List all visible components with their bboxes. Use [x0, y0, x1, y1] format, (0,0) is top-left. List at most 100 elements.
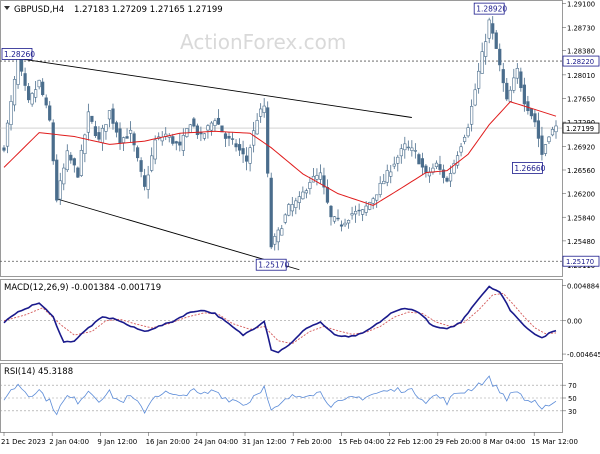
candle-body	[364, 205, 368, 213]
candle-body	[547, 136, 551, 143]
macd-axis-label: 0.00	[567, 318, 582, 326]
candle-body	[23, 73, 27, 86]
candle-body	[19, 58, 24, 72]
candle-body	[241, 148, 245, 155]
candle-body	[65, 150, 69, 171]
candle-body	[280, 228, 284, 236]
time-axis-label: 21 Dec 2023	[1, 438, 46, 446]
ohlc-readout: 1.27183 1.27209 1.27165 1.27199	[74, 5, 223, 15]
candle-body	[318, 172, 323, 180]
candle-body	[301, 191, 305, 200]
candle-body	[403, 143, 407, 151]
candle-body	[41, 81, 45, 96]
candle-body	[37, 79, 41, 88]
candle-body	[132, 133, 136, 146]
macd-axis-label: 0.004884	[567, 283, 599, 291]
trendline	[56, 198, 300, 271]
macd-signal-line	[3, 292, 557, 345]
candle-body	[389, 171, 393, 177]
time-axis-label: 9 Jan 12:00	[97, 438, 137, 446]
candle-body	[118, 128, 122, 144]
candle-body	[178, 141, 182, 146]
price-annotation-label: 1.28920	[476, 5, 507, 14]
candle-body	[501, 69, 505, 84]
candle-body	[223, 133, 228, 139]
candle-body	[139, 160, 143, 172]
candle-body	[325, 186, 330, 203]
candle-body	[287, 204, 291, 216]
rsi-axis-label: 70	[568, 382, 577, 390]
candle-body	[153, 139, 157, 160]
price-axis-label: 1.26200	[567, 191, 595, 199]
candle-body	[93, 126, 98, 137]
macd-panel-frame	[0, 279, 563, 361]
price-axis-label: 1.28380	[567, 48, 595, 56]
candle-body	[378, 182, 382, 195]
candle-body	[5, 122, 10, 147]
candle-body	[417, 154, 421, 165]
level-axis-tag-label: 1.25170	[566, 258, 594, 266]
candle-body	[353, 210, 358, 215]
candle-body	[62, 167, 66, 185]
time-axis-label: 15 Feb 04:00	[338, 438, 384, 446]
candle-body	[522, 84, 526, 105]
candle-body	[536, 120, 541, 139]
candle-body	[434, 162, 439, 167]
price-axis-label: 1.27650	[567, 95, 595, 103]
moving-average-line	[3, 101, 557, 206]
candle-body	[470, 106, 474, 125]
candle-body	[150, 155, 154, 171]
candle-body	[424, 165, 428, 173]
candle-body	[143, 175, 147, 187]
candle-body	[368, 202, 372, 210]
candle-body	[2, 147, 6, 151]
macd-plot	[0, 285, 562, 354]
candle-body	[322, 175, 326, 188]
rsi-label: RSI(14) 45.3188	[4, 367, 73, 377]
time-axis-label: 8 Mar 04:00	[483, 438, 525, 446]
candle-body	[410, 147, 414, 151]
candle-body	[445, 177, 449, 182]
candle-body	[216, 117, 221, 125]
candle-body	[128, 129, 133, 134]
price-annotation-box	[473, 2, 505, 15]
candle-body	[487, 19, 491, 39]
chart-menu-arrow-icon[interactable]	[4, 6, 10, 10]
candle-body	[30, 93, 34, 105]
candle-body	[491, 23, 495, 34]
candle-body	[234, 143, 238, 148]
candle-body	[332, 216, 337, 222]
candle-body	[350, 213, 354, 216]
candle-body	[9, 101, 13, 125]
price-annotation-label: 1.26660	[514, 164, 545, 173]
candle-body	[540, 135, 544, 155]
price-axis-label: 1.26920	[567, 143, 595, 151]
candle-body	[420, 158, 424, 168]
candle-body	[371, 198, 375, 204]
price-panel-frame	[0, 0, 563, 277]
price-axis-label: 1.26560	[567, 167, 595, 175]
candle-body	[69, 154, 73, 161]
price-axis-label: 1.25480	[567, 238, 595, 246]
candle-body	[533, 113, 537, 123]
candle-body	[543, 144, 548, 154]
candle-body	[259, 108, 263, 117]
candle-body	[72, 158, 76, 166]
macd-label: MACD(12,26,9) -0.001384 -0.001719	[4, 283, 161, 293]
candle-body	[297, 196, 301, 203]
time-axis-label: 16 Jan 20:00	[146, 438, 190, 446]
candle-body	[188, 124, 192, 133]
candle-body	[473, 89, 477, 106]
price-annotation-box	[255, 258, 287, 271]
candle-body	[484, 41, 488, 57]
rsi-axis-label: 50	[568, 395, 577, 403]
candle-body	[213, 120, 217, 126]
candle-body	[273, 236, 277, 245]
macd-line	[3, 285, 557, 354]
candle-body	[206, 125, 210, 131]
candle-body	[111, 108, 115, 124]
candle-body	[399, 148, 403, 157]
candle-body	[121, 137, 126, 143]
candle-body	[48, 105, 52, 121]
